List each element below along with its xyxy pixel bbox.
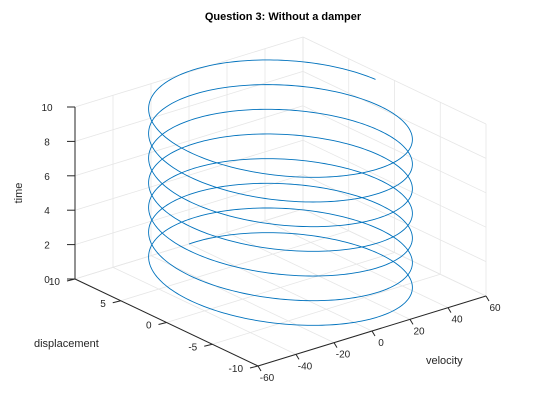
grid-side-z (302, 105, 487, 194)
z-tick-label: 2 (44, 241, 50, 252)
x-tick-mark (333, 342, 338, 348)
grid-side-z (302, 208, 487, 297)
y-tick-mark (158, 322, 167, 325)
grid-lines (74, 36, 487, 367)
x-axis-label: velocity (426, 355, 463, 367)
series-line (148, 59, 413, 326)
x-tick-label: -40 (298, 361, 313, 372)
x-tick-label: -60 (260, 373, 275, 384)
y-tick-mark (204, 343, 213, 347)
x-tick-label: 40 (451, 315, 463, 326)
grid-back-z (74, 105, 304, 177)
x-tick-mark (409, 319, 414, 325)
y-tick-label: 10 (49, 277, 61, 288)
y-axis-label: displacement (34, 338, 99, 350)
y-tick-mark (249, 365, 259, 369)
z-tick-label: 10 (41, 103, 53, 114)
z-tick-label: 8 (44, 137, 50, 148)
y-tick-label: 0 (146, 321, 152, 332)
y-tick-label: 5 (100, 299, 106, 310)
x-tick-mark (485, 295, 490, 302)
grid-back-z (74, 174, 304, 245)
y-tick-mark (112, 300, 121, 304)
x-tick-label: 60 (489, 303, 501, 314)
y-tick-label: -10 (229, 364, 244, 375)
x-tick-label: 0 (378, 338, 384, 349)
grid-side-z (302, 36, 487, 125)
grid-floor-y (166, 252, 395, 323)
grid-side-z (302, 71, 487, 159)
x-tick-mark (447, 307, 452, 313)
x-tick-label: -20 (336, 350, 351, 361)
x-tick-label: 20 (413, 326, 425, 337)
z-axis-label: time (13, 183, 25, 204)
grid-floor-y (212, 273, 441, 345)
grid-side-z (302, 174, 487, 262)
z-tick-label: 0 (44, 275, 50, 286)
chart-title: Question 3: Without a damper (205, 11, 362, 23)
grid-back-z (74, 36, 304, 108)
y-tick-label: -5 (188, 342, 197, 353)
curve-layer (148, 59, 413, 326)
grid-back-z (74, 71, 304, 142)
grid-floor-y (120, 230, 349, 302)
grid-back-z (74, 139, 304, 211)
z-tick-label: 6 (44, 172, 50, 183)
x-tick-mark (371, 330, 376, 337)
x-tick-mark (295, 354, 300, 360)
grid-side-z (302, 139, 487, 228)
axes (66, 106, 490, 372)
z-tick-label: 4 (44, 206, 50, 217)
x-tick-mark (257, 365, 262, 372)
